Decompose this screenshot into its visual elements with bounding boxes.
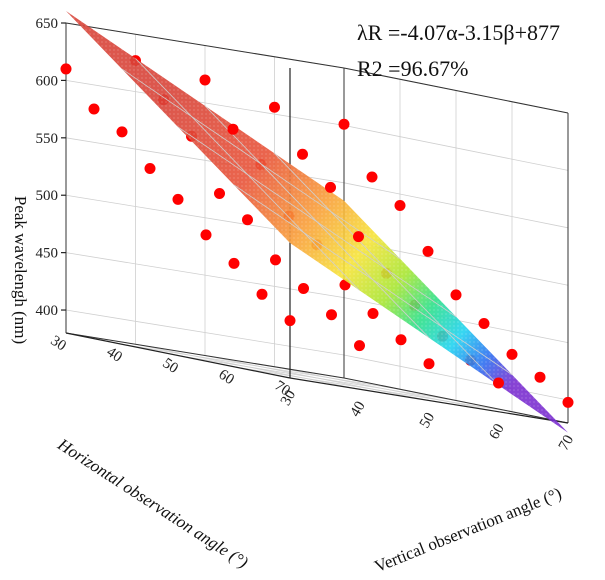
surface-mesh: [135, 58, 360, 291]
data-point: [326, 309, 337, 321]
y-axis-label: Vertical observation angle (°): [372, 484, 564, 576]
gridline: [343, 182, 569, 229]
y-tick-label: 60: [486, 421, 507, 442]
data-point: [242, 214, 253, 226]
gridline: [343, 354, 569, 401]
x-tick-label: 60: [216, 367, 237, 389]
y-axis-line: [289, 377, 569, 424]
data-point: [493, 377, 504, 389]
svg-text:Vertical observation angle (°): Vertical observation angle (°): [372, 484, 564, 576]
fit-surface: [66, 11, 568, 433]
surface-mesh: [274, 153, 499, 386]
data-point: [284, 315, 296, 327]
z-tick-label: 650: [36, 16, 59, 32]
data-point: [478, 317, 490, 329]
data-point: [199, 74, 211, 86]
data-point: [116, 126, 128, 138]
data-point: [366, 171, 378, 183]
svg-text:70: 70: [272, 378, 293, 400]
data-point: [172, 193, 184, 205]
points-in-front: [199, 74, 574, 408]
data-point: [88, 103, 100, 115]
y-tick-label: 50: [417, 410, 438, 431]
svg-text:Peak wavelengh (nm): Peak wavelengh (nm): [11, 196, 30, 344]
z-tick-label: 600: [36, 73, 59, 89]
svg-text:70: 70: [556, 433, 577, 454]
data-point: [227, 123, 239, 135]
y-tick-label: 70: [556, 433, 577, 454]
data-point: [256, 288, 268, 300]
data-point: [534, 371, 546, 383]
fit-equation: λR =-4.07α-3.15β+877: [357, 20, 560, 45]
data-point: [353, 231, 364, 243]
data-point: [395, 334, 407, 346]
data-point: [422, 245, 434, 257]
data-point: [297, 148, 308, 160]
surface-mesh: [204, 105, 430, 339]
y-tick-label: 40: [347, 399, 368, 420]
data-point: [450, 289, 462, 301]
frame-edge: [65, 332, 345, 379]
data-point: [228, 257, 240, 269]
gridline: [274, 366, 499, 413]
data-point: [354, 340, 365, 352]
data-point: [367, 307, 379, 319]
x-axis-label: Horizontal observation angle (°): [54, 434, 252, 572]
y-tick-label: 30: [278, 388, 299, 409]
z-tick-label: 450: [36, 246, 59, 262]
svg-text:30: 30: [48, 333, 69, 355]
fit-r-squared: R2 =96.67%: [357, 56, 468, 81]
data-point: [562, 396, 574, 408]
data-point: [298, 282, 309, 294]
gridline: [65, 309, 345, 356]
data-point: [506, 348, 518, 360]
data-point: [60, 63, 72, 75]
data-point: [269, 101, 280, 113]
x-tick-label: 70: [272, 378, 293, 400]
gridline: [65, 80, 345, 126]
data-point: [144, 162, 156, 174]
svg-text:50: 50: [417, 410, 438, 431]
gridline: [343, 125, 569, 171]
z-tick-label: 400: [36, 303, 59, 319]
data-point: [270, 254, 281, 266]
x-tick-label: 30: [48, 333, 69, 355]
data-point: [423, 358, 435, 370]
svg-text:Horizontal observation angle (: Horizontal observation angle (°): [54, 434, 252, 572]
z-axis-label: Peak wavelengh (nm): [11, 196, 30, 344]
svg-text:50: 50: [160, 355, 181, 377]
data-point: [338, 118, 350, 130]
z-tick-label: 550: [36, 131, 59, 147]
x-tick-label: 40: [104, 344, 125, 366]
z-tick-label: 500: [36, 188, 59, 204]
x-tick-label: 50: [160, 355, 181, 377]
data-point: [394, 200, 406, 212]
x-axis-line: [65, 332, 291, 379]
svg-text:60: 60: [216, 367, 237, 389]
frame-edge: [65, 22, 345, 69]
svg-text:60: 60: [486, 421, 507, 442]
svg-text:40: 40: [347, 399, 368, 420]
gridline: [135, 343, 360, 390]
data-point: [200, 229, 212, 241]
data-point: [214, 187, 225, 199]
data-point: [325, 181, 336, 193]
gridline: [65, 252, 345, 299]
frame-edge: [343, 377, 569, 424]
frame-edge: [343, 67, 569, 114]
svg-text:40: 40: [104, 344, 125, 366]
svg-text:30: 30: [278, 388, 299, 409]
gridline: [204, 355, 430, 401]
